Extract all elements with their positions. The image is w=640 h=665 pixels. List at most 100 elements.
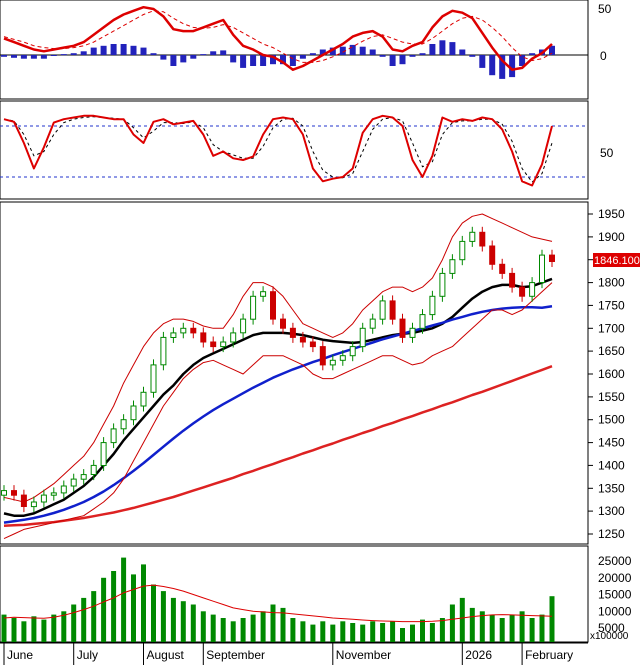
volume-bar [529,618,535,642]
macd-histogram-bar [389,55,396,66]
volume-tick-label: 10000 [598,604,632,618]
candle-body [130,405,137,421]
macd-histogram-bar [439,40,446,55]
candle-body [449,259,456,274]
volume-bar [489,614,495,642]
volume-bar [170,597,176,642]
macd-histogram-bar [479,55,486,68]
volume-bar [340,621,346,642]
price-tick-label: 1400 [598,458,625,472]
macd-histogram-bar [419,53,426,55]
price-tick-label: 1750 [598,298,625,312]
macd-line [3,5,553,71]
volume-bar [21,621,27,642]
candle-body [250,295,257,320]
price-ma200-line [3,365,553,528]
volume-bar [71,604,77,642]
month-label: August [147,648,185,662]
macd-histogram-bar [289,55,296,66]
candle-body [120,419,127,430]
macd-histogram-bar [509,55,516,78]
candle-body [359,327,366,348]
volume-bar [270,604,276,642]
candle-body [419,314,426,329]
candle-body [160,336,167,366]
volume-tick-label: 25000 [598,554,632,568]
volume-bar [190,604,196,642]
candle-body [489,245,496,265]
volume-bar [330,624,336,642]
macd-histogram-bar [379,55,386,57]
macd-histogram-bar [260,55,267,66]
volume-bar [310,624,316,642]
macd-histogram-bar [529,53,536,55]
macd-histogram-bar [90,47,97,55]
macd-histogram-bar [469,55,476,57]
price-tick-label: 1350 [598,481,625,495]
price-tick-label: 1550 [598,390,625,404]
macd-histogram-bar [309,53,316,55]
macd-histogram-bar [11,55,17,58]
volume-bar [479,611,485,643]
last-price-badge [593,253,640,267]
candle-body [70,478,77,487]
price-panel: 1950190018501800175017001650160015501500… [0,201,640,545]
candle-body [240,318,247,334]
volume-unit-label: x100000 [590,631,629,642]
macd-histogram-bar [210,51,217,55]
macd-histogram-bar [549,45,555,55]
macd-histogram-bar [60,54,67,56]
candle-body [150,364,157,393]
volume-bar [469,607,475,642]
x-axis: June July August September November 2026 Febru… [0,642,588,665]
volume-bar [260,611,266,643]
volume-bar [200,611,206,643]
price-tick-label: 1950 [598,207,625,221]
candle-body [140,391,147,407]
volume-bar [51,614,57,642]
volume-bar [280,607,286,642]
candle-body [100,442,107,467]
last-price-label: 1846.100 [594,255,640,267]
month-label: June [7,648,33,662]
volume-bar [151,584,156,642]
volume-bar [41,619,47,642]
volume-bar [439,618,445,642]
macd-histogram-bar [20,55,27,59]
volume-bar [420,619,425,642]
macd-histogram-bar [519,55,526,66]
macd-panel: 50 0 [0,0,612,100]
volume-bar [31,616,37,642]
price-tick-label: 1800 [598,276,625,290]
price-tick-label: 1700 [598,321,625,335]
volume-bar [539,614,545,642]
volume-bar [91,591,97,642]
candle-body [289,327,296,338]
macd-histogram-bar [1,55,7,57]
candle-body [190,327,197,334]
volume-bar [220,618,226,642]
macd-histogram-bar [240,55,247,68]
candle-body [1,490,7,496]
macd-histogram-bar [359,46,366,55]
macd-histogram-bar [230,55,237,63]
volume-bar [111,571,117,642]
macd-histogram-bar [30,55,37,59]
price-bb_upper-line [3,213,553,503]
macd-histogram-bar [50,55,57,56]
macd-histogram-bar [160,55,167,60]
macd-histogram-bar [319,49,326,55]
volume-bar [1,614,7,642]
candle-body [469,231,476,242]
month-label: February [525,648,573,662]
candle-body [389,300,396,320]
candle-body [339,355,346,361]
price-tick-label: 1900 [598,230,625,244]
volume-bar [449,604,455,642]
candle-body [280,318,286,329]
volume-bar [131,574,136,642]
price-tick-label: 1650 [598,344,625,358]
stoch-tick-50: 50 [600,146,614,160]
macd-histogram-bar [489,55,496,76]
